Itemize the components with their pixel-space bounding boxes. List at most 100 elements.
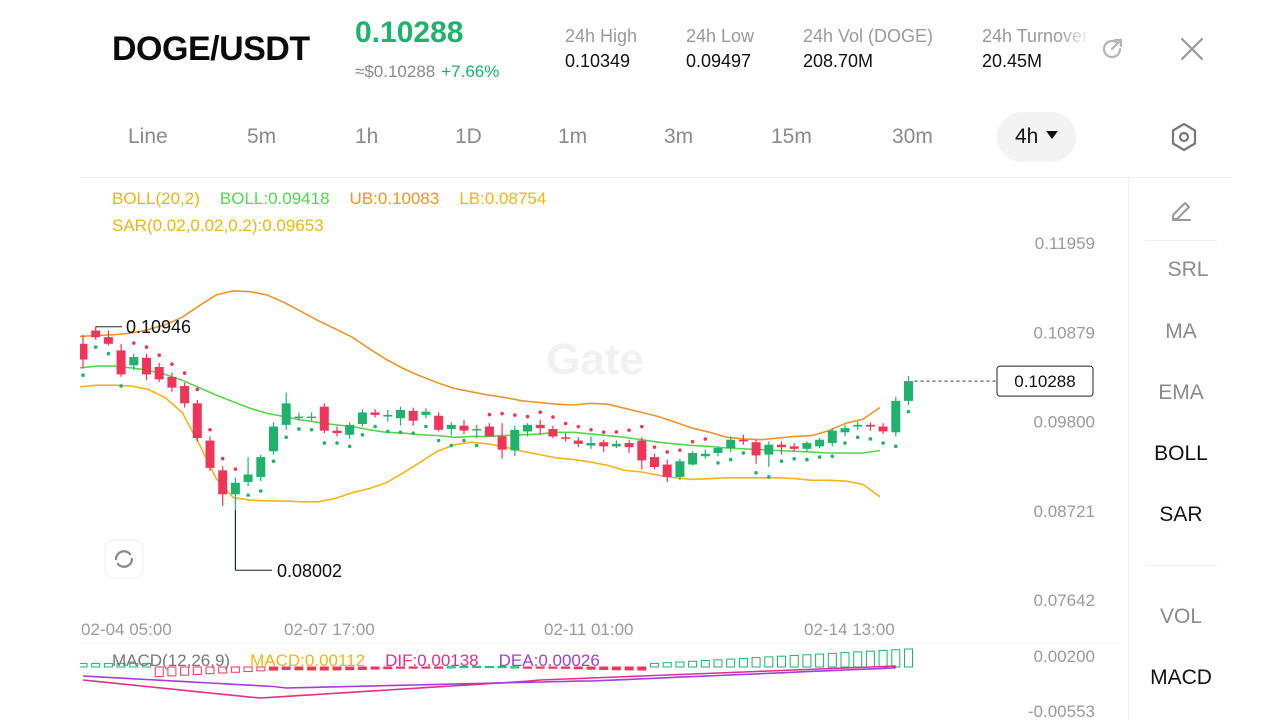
y-tick-label: 0.08721 [1034, 502, 1095, 521]
usd-price-line: ≈$0.10288 +7.66% [355, 62, 499, 82]
price-annotations: 0.10288 0.10946 0.08002 [95, 317, 1094, 581]
macd-histogram-bar [865, 650, 875, 668]
sar-dot [132, 341, 136, 345]
sar-dot [792, 456, 796, 461]
tab-4h-label: 4h [1015, 125, 1039, 148]
candle-body [751, 442, 761, 456]
settings-hexagon-icon[interactable] [1167, 120, 1201, 154]
stat-low: 24h Low 0.09497 [686, 26, 754, 72]
sidebar-item-macd[interactable]: MACD [1150, 666, 1212, 689]
boll-legend: BOLL(20,2) BOLL:0.09418 UB:0.10083 LB:0.087… [112, 189, 566, 209]
stat-turnover: 24h Turnover 20.45M [982, 26, 1092, 72]
macd-histogram-bar [80, 662, 88, 668]
tab-line[interactable]: Line [128, 125, 168, 148]
macd-histogram-bar [789, 654, 799, 668]
sar-dot [728, 457, 733, 462]
macd-histogram-bar [510, 666, 520, 669]
candle-body [205, 440, 215, 468]
sidebar-item-sar[interactable]: SAR [1159, 503, 1203, 526]
macd-histogram-bar [713, 659, 723, 668]
sar-dot [182, 371, 187, 375]
macd-histogram-bar [142, 662, 151, 668]
sar-dot [855, 435, 860, 440]
tab-1h[interactable]: 1h [355, 125, 379, 148]
candle-body [396, 409, 405, 419]
candle-body [904, 381, 913, 401]
candle-body [561, 437, 571, 439]
tab-15m[interactable]: 15m [771, 125, 812, 148]
x-axis-ticks: 02-04 05:00 02-07 17:00 02-11 01:00 02-14 1… [81, 620, 895, 639]
sar-dot [805, 457, 809, 462]
sidebar-item-vol[interactable]: VOL [1159, 605, 1203, 628]
pencil-icon[interactable] [1164, 192, 1198, 226]
sidebar-item-boll[interactable]: BOLL [1154, 442, 1208, 465]
candle-body [891, 400, 901, 433]
sidebar-item-ema[interactable]: EMA [1158, 381, 1204, 404]
header-divider [80, 177, 1232, 178]
macd-y-tick-label: -0.00553 [1028, 702, 1095, 720]
sar-dot [513, 413, 517, 417]
tab-30m[interactable]: 30m [892, 125, 933, 148]
candle-body [91, 330, 101, 338]
sar-dot [347, 444, 352, 449]
close-icon[interactable] [1175, 32, 1209, 66]
stat-label: 24h High [565, 26, 638, 46]
candle-body [472, 428, 482, 431]
dea-line [82, 667, 896, 689]
boll-mid-value: BOLL:0.09418 [219, 189, 330, 208]
indicator-sidebar: SRL MA EMA BOLL SAR VOL MACD [1128, 178, 1232, 720]
sar-dot [868, 437, 873, 441]
sar-dot [195, 387, 200, 392]
macd-histogram-bar [357, 666, 367, 670]
sar-dot [741, 451, 746, 455]
sar-dot [703, 437, 708, 441]
usd-price: ≈$0.10288 [355, 62, 436, 81]
chevron-down-icon [1046, 131, 1059, 140]
macd-histogram-bar [370, 666, 380, 670]
y-tick-label: 0.07642 [1034, 591, 1095, 610]
sar-dot [284, 435, 288, 440]
macd-histogram-bar [827, 652, 837, 668]
macd-histogram-bar [764, 656, 774, 668]
macd-legend: MACD(12,26,9) MACD:0.00112 DIF:0.00138 DEA:… [112, 651, 620, 671]
candle-body [599, 442, 609, 447]
candle-body [434, 415, 444, 430]
y-axis-ticks: 0.11959 0.10879 0.09800 0.08721 0.07642 [1034, 234, 1095, 610]
sidebar-item-ma[interactable]: MA [1165, 320, 1197, 343]
sar-dot [640, 424, 644, 429]
candle-body [523, 424, 532, 432]
candle-body [815, 439, 825, 447]
reset-view-icon[interactable] [104, 539, 144, 579]
candle-body [218, 470, 228, 495]
candle-body [789, 446, 799, 449]
macd-histogram-bar [205, 666, 215, 675]
candlestick-chart[interactable]: Gate 0.11959 0.10879 0.09800 0.08721 0.07642… [80, 178, 1128, 720]
stat-high: 24h High 0.10349 [565, 26, 637, 72]
sar-dot [322, 441, 327, 445]
share-icon[interactable] [1095, 32, 1129, 66]
tab-3m[interactable]: 3m [664, 125, 694, 148]
tab-1d[interactable]: 1D [455, 125, 482, 148]
tab-4h[interactable]: 4h [997, 112, 1077, 162]
sar-dot [817, 455, 822, 459]
tab-1m[interactable]: 1m [558, 125, 588, 148]
macd-histogram-bar [700, 660, 710, 668]
macd-histogram-bar [294, 666, 304, 671]
sar-dot [767, 475, 771, 479]
sar-dot [106, 351, 111, 356]
candle-body [764, 444, 774, 455]
sar-value: SAR(0.02,0.02,0.2):0.09653 [112, 216, 324, 235]
macd-histogram-bar [650, 662, 659, 668]
sidebar-item-srl[interactable]: SRL [1167, 258, 1209, 281]
macd-histogram-bar [688, 660, 698, 668]
macd-histogram-bar [840, 652, 850, 668]
candle-body [650, 457, 659, 468]
stat-label: 24h Turnover [982, 26, 1089, 46]
macd-histogram-bar [624, 666, 634, 671]
sar-dot [386, 429, 390, 434]
sar-dot [652, 445, 657, 449]
sar-dot [614, 430, 619, 434]
macd-histogram-bar [904, 648, 913, 668]
candle-body [167, 376, 177, 388]
tab-5m[interactable]: 5m [247, 125, 277, 148]
